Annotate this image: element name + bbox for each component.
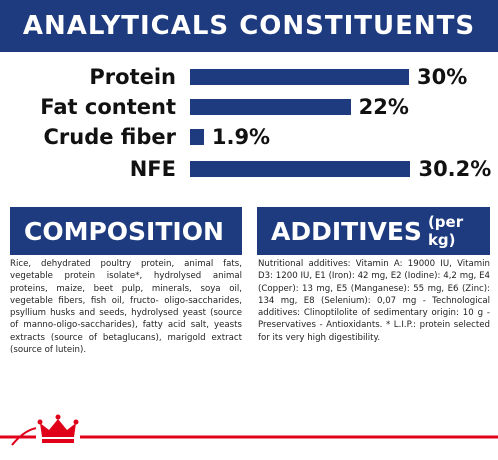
- additives-text: Nutritional additives: Vitamin A: 19000 …: [258, 259, 490, 343]
- row-label: NFE: [129, 157, 176, 181]
- analytics-row: Crude fiber 1.9%: [0, 122, 498, 152]
- row-label: Fat content: [40, 95, 176, 119]
- value-label: 30.2%: [418, 157, 492, 181]
- analytics-row: NFE 30.2%: [0, 154, 498, 184]
- value-label: 30%: [417, 65, 468, 89]
- bar: [190, 69, 409, 85]
- bar: [190, 129, 204, 145]
- analytics-row: Protein 30%: [0, 62, 498, 92]
- composition-text: Rice, dehydrated poultry protein, animal…: [10, 259, 242, 356]
- composition-title: COMPOSITION: [10, 207, 242, 255]
- crown-logo: [36, 413, 80, 447]
- row-label: Protein: [89, 65, 176, 89]
- value-label: 1.9%: [211, 125, 271, 149]
- bar: [190, 161, 411, 177]
- value-label: 22%: [358, 95, 409, 119]
- additives-header: ADDITIVES (per kg): [257, 207, 490, 255]
- row-label: Crude fiber: [43, 125, 176, 149]
- analytics-row: Fat content 22%: [0, 92, 498, 122]
- footer-logo: [0, 413, 498, 447]
- bar: [190, 99, 351, 115]
- header-title: ANALYTICALS CONSTITUENTS: [0, 0, 498, 52]
- additives-title: ADDITIVES: [271, 216, 422, 246]
- additives-subtitle: (per kg): [427, 213, 464, 249]
